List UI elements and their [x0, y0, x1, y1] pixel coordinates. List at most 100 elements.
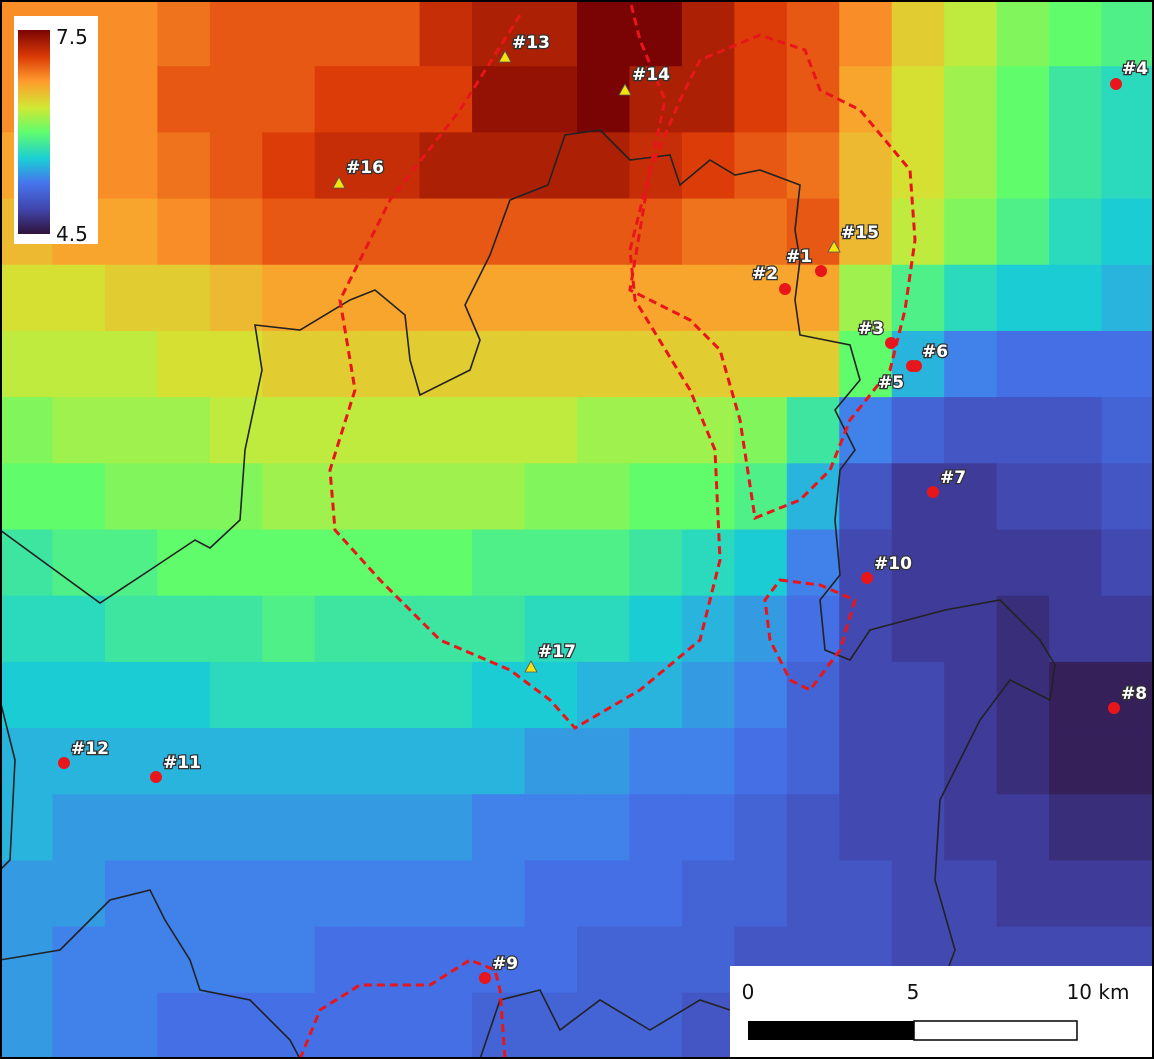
raster-cell	[1049, 794, 1103, 862]
raster-cell	[786, 860, 840, 928]
raster-cell	[472, 132, 526, 200]
raster-cell	[419, 926, 473, 994]
raster-cell	[262, 0, 316, 67]
station-marker	[1108, 702, 1120, 714]
raster-cell	[839, 397, 893, 464]
raster-cell	[839, 0, 893, 67]
raster-cell	[472, 661, 526, 729]
raster-cell	[157, 463, 211, 531]
station-label: #6	[922, 342, 948, 362]
raster-cell	[472, 794, 526, 862]
raster-cell	[577, 132, 631, 200]
raster-cell	[786, 463, 840, 531]
zone-outline	[763, 578, 857, 692]
raster-cell	[209, 264, 263, 332]
raster-cell	[1101, 132, 1154, 200]
raster-cell	[996, 397, 1050, 464]
station-label: #10	[874, 554, 912, 574]
raster-cell	[524, 330, 578, 398]
raster-cell	[577, 595, 631, 663]
raster-cell	[314, 330, 368, 398]
raster-cell	[419, 463, 473, 531]
raster-cell	[1101, 330, 1154, 398]
raster-cell	[891, 529, 945, 597]
zone-outline	[298, 958, 507, 1059]
raster-cell	[996, 595, 1050, 663]
raster-cell	[996, 728, 1050, 795]
raster-cell	[419, 661, 473, 729]
raster-cell	[52, 661, 106, 729]
raster-cell	[996, 132, 1050, 200]
raster-cell	[891, 66, 945, 133]
station-marker	[815, 265, 827, 277]
raster-cell	[996, 463, 1050, 531]
raster-cell	[209, 728, 263, 795]
station-label: #7	[940, 468, 966, 488]
raster-cell	[419, 66, 473, 133]
raster-cell	[367, 330, 421, 398]
raster-cell	[472, 860, 526, 928]
raster-cell	[104, 0, 158, 67]
raster-cell	[577, 264, 631, 332]
raster-cell	[524, 728, 578, 795]
raster-cell	[0, 595, 54, 663]
station-marker	[58, 757, 70, 769]
raster-cell	[367, 529, 421, 597]
raster-cell	[996, 794, 1050, 862]
raster-cell	[681, 330, 735, 398]
raster-cell	[419, 794, 473, 862]
raster-cell	[839, 264, 893, 332]
raster-cell	[786, 397, 840, 464]
station-label: #5	[878, 373, 904, 393]
scale-segment	[913, 1020, 1078, 1041]
colorbar-gradient	[18, 30, 50, 234]
raster-cell	[1049, 529, 1103, 597]
raster-cell	[996, 66, 1050, 133]
raster-cell	[104, 595, 158, 663]
raster-cell	[944, 330, 998, 398]
raster-cell	[0, 926, 54, 994]
raster-cell	[786, 132, 840, 200]
raster-cell	[367, 728, 421, 795]
raster-cell	[839, 661, 893, 729]
raster-cell	[629, 926, 683, 994]
raster-cell	[104, 132, 158, 200]
raster-cell	[367, 926, 421, 994]
raster-cell	[891, 728, 945, 795]
station-marker	[150, 771, 162, 783]
raster-cell	[577, 66, 631, 133]
raster-cell	[629, 860, 683, 928]
raster-cell	[734, 661, 788, 729]
raster-cell	[944, 529, 998, 597]
raster-cell	[524, 0, 578, 67]
raster-cell	[262, 926, 316, 994]
station-label: #4	[1122, 59, 1148, 79]
raster-cell	[629, 529, 683, 597]
raster-cell	[524, 463, 578, 531]
raster-cell	[157, 926, 211, 994]
raster-cell	[157, 0, 211, 67]
colorbar: 7.5 4.5	[14, 16, 98, 246]
raster-cell	[1101, 728, 1154, 795]
station-label: #8	[1121, 684, 1147, 704]
station-marker	[927, 486, 939, 498]
raster-cell	[734, 463, 788, 531]
raster-cell	[367, 0, 421, 67]
raster-cell	[1101, 463, 1154, 531]
raster-cell	[314, 66, 368, 133]
raster-cell	[681, 661, 735, 729]
boundary-line	[0, 889, 301, 1059]
station-marker	[910, 360, 922, 372]
raster-cell	[367, 66, 421, 133]
dashed-zones	[298, 0, 917, 1059]
raster-cell	[472, 397, 526, 464]
raster-cell	[157, 595, 211, 663]
raster-cell	[262, 463, 316, 531]
raster-cell	[367, 595, 421, 663]
raster-cell	[891, 661, 945, 729]
station-marker	[1110, 78, 1122, 90]
raster-cell	[157, 860, 211, 928]
raster-cell	[52, 860, 106, 928]
raster-cell	[629, 728, 683, 795]
